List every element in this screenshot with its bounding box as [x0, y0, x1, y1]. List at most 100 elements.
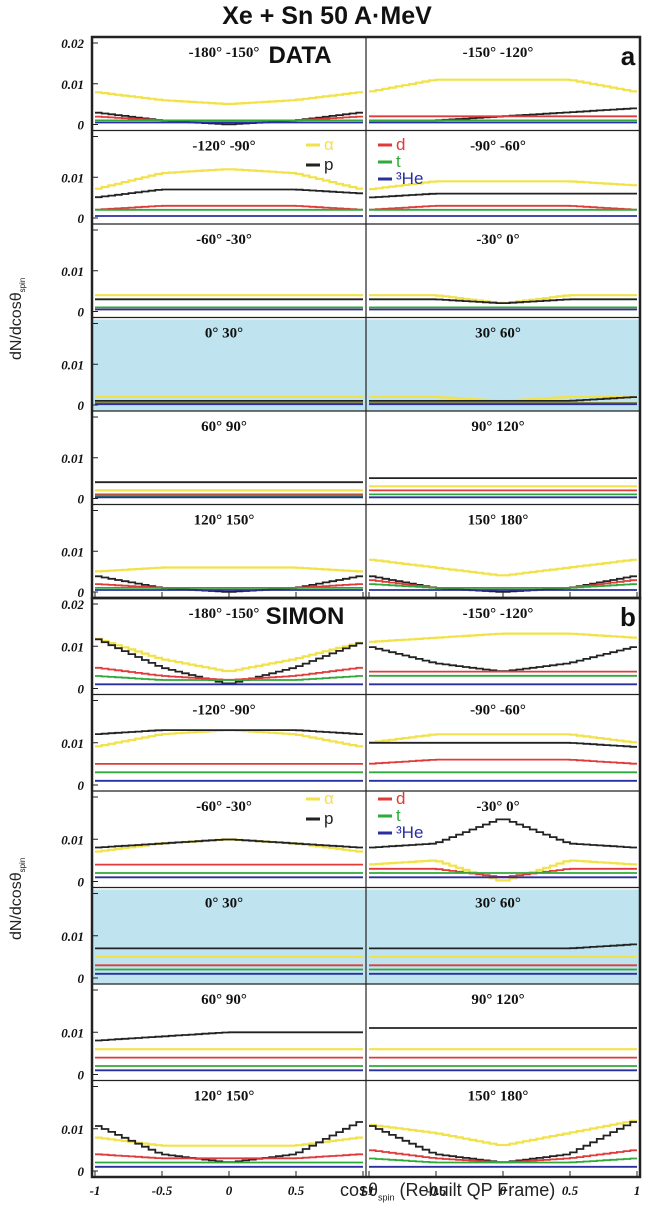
cell-b-2-1: -30° 0°	[369, 799, 637, 882]
angle-range-label: 120° 150°	[194, 1089, 255, 1105]
series-p-line	[369, 818, 637, 849]
cell-a-5-1: 150° 180°	[369, 513, 637, 593]
angle-range-label: -120° -90°	[192, 703, 255, 719]
y-tick-label: 0	[78, 398, 85, 413]
series-p-line	[95, 1031, 363, 1042]
series-alpha-line	[369, 180, 637, 191]
angle-range-label: -60° -30°	[196, 799, 252, 815]
cell-a-0-0: -180° -150°	[95, 45, 363, 126]
series-alpha-line	[369, 1119, 637, 1147]
shaded-region	[92, 319, 366, 411]
x-tick-label: -0.5	[426, 1183, 447, 1198]
angle-range-label: 60° 90°	[201, 419, 247, 435]
series-p-line	[369, 396, 637, 402]
y-tick-label: 0	[78, 305, 85, 320]
x-tick-label: -0.5	[152, 1183, 173, 1198]
cell-a-1-1: -90° -60°	[369, 139, 637, 217]
y-axis-label-bottom: dN/dcosθspin	[8, 857, 28, 940]
y-tick-label: 0	[78, 585, 85, 600]
y-tick-label: 0	[78, 492, 85, 507]
panel-title: SIMON	[266, 603, 345, 630]
x-tick-label: -1	[364, 1183, 375, 1198]
shaded-region	[92, 889, 366, 984]
y-tick-label: 0.01	[61, 451, 84, 466]
x-tick-label: 0.5	[562, 1183, 579, 1198]
y-tick-label: 0.02	[61, 597, 84, 612]
angle-range-label: 0° 30°	[205, 326, 243, 342]
series-t-line	[369, 583, 637, 589]
x-tick-label: -1	[90, 1183, 101, 1198]
angle-range-label: 60° 90°	[201, 992, 247, 1008]
angle-range-label: -150° -120°	[463, 606, 534, 622]
angle-range-label: -180° -150°	[189, 45, 260, 61]
cell-a-4-0: 60° 90°	[95, 419, 363, 499]
cell-b-3-0: 0° 30°	[92, 889, 366, 984]
legend-label-t: t	[396, 152, 401, 171]
angle-range-label: -30° 0°	[476, 799, 519, 815]
cell-a-0-1: -150° -120°	[369, 45, 637, 124]
series-p-line	[369, 192, 637, 199]
series-t-line	[95, 675, 363, 681]
angle-range-label: 120° 150°	[194, 513, 255, 529]
cell-b-3-1: 30° 60°	[366, 889, 640, 984]
series-p-line	[369, 575, 637, 593]
y-tick-label: 0.01	[61, 264, 84, 279]
series-p-line	[369, 298, 637, 304]
legend-label-t: t	[396, 806, 401, 825]
cell-a-1-0: -120° -90°	[95, 139, 363, 217]
y-tick-label: 0	[78, 1068, 85, 1083]
x-axis-label: cosθspin (Rebuilt QP Frame)	[340, 1180, 556, 1203]
cell-a-2-1: -30° 0°	[369, 232, 637, 311]
cell-b-0-1: -150° -120°	[369, 606, 637, 686]
series-alpha-line	[369, 558, 637, 577]
legend-label-d: d	[396, 789, 405, 808]
angle-range-label: -150° -120°	[463, 45, 534, 61]
y-tick-label: 0.01	[61, 170, 84, 185]
cell-b-4-0: 60° 90°	[95, 992, 363, 1072]
y-tick-label: 0	[78, 211, 85, 226]
cell-a-3-0: 0° 30°	[92, 319, 366, 411]
angle-range-label: -90° -60°	[470, 703, 526, 719]
panel-title: DATA	[268, 42, 331, 69]
series-p-line	[95, 838, 363, 849]
series-alpha-line	[95, 637, 363, 673]
series-alpha-line	[369, 78, 637, 93]
legend-label-alpha: α	[324, 135, 334, 154]
shaded-region	[366, 889, 640, 984]
series-alpha-line	[95, 1136, 363, 1147]
y-tick-label: 0.01	[61, 1025, 84, 1040]
series-alpha-line	[95, 566, 363, 573]
legend-label-He3: ³He	[396, 169, 423, 188]
angle-range-label: 150° 180°	[468, 1089, 529, 1105]
angle-range-label: -30° 0°	[476, 232, 519, 248]
y-tick-label: 0.01	[61, 929, 84, 944]
y-tick-label: 0.01	[61, 639, 84, 654]
series-d-line	[95, 1153, 363, 1160]
series-d-line	[369, 758, 637, 765]
cell-a-2-0: -60° -30°	[95, 232, 363, 311]
series-p-line	[95, 638, 363, 685]
panel-letter: b	[620, 602, 636, 632]
y-tick-label: 0.02	[61, 36, 84, 51]
series-d-line	[95, 204, 363, 211]
x-tick-label: 0.5	[288, 1183, 305, 1198]
legend-label-alpha: α	[324, 789, 334, 808]
y-tick-label: 0.01	[61, 832, 84, 847]
figure-title: Xe + Sn 50 A·MeV	[222, 2, 432, 30]
series-p-line	[369, 646, 637, 673]
y-tick-label: 0.01	[61, 544, 84, 559]
series-t-line	[369, 1157, 637, 1164]
y-tick-label: 0	[78, 118, 85, 133]
angle-range-label: 90° 120°	[471, 419, 524, 435]
cell-a-4-1: 90° 120°	[369, 419, 637, 499]
angle-range-label: 90° 120°	[471, 992, 524, 1008]
series-alpha-line	[95, 91, 363, 105]
y-tick-label: 0	[78, 971, 85, 986]
x-tick-label: 0	[226, 1183, 233, 1198]
cell-b-4-1: 90° 120°	[369, 992, 637, 1072]
angle-range-label: 30° 60°	[475, 326, 521, 342]
shaded-region	[366, 319, 640, 411]
legend-label-d: d	[396, 135, 405, 154]
